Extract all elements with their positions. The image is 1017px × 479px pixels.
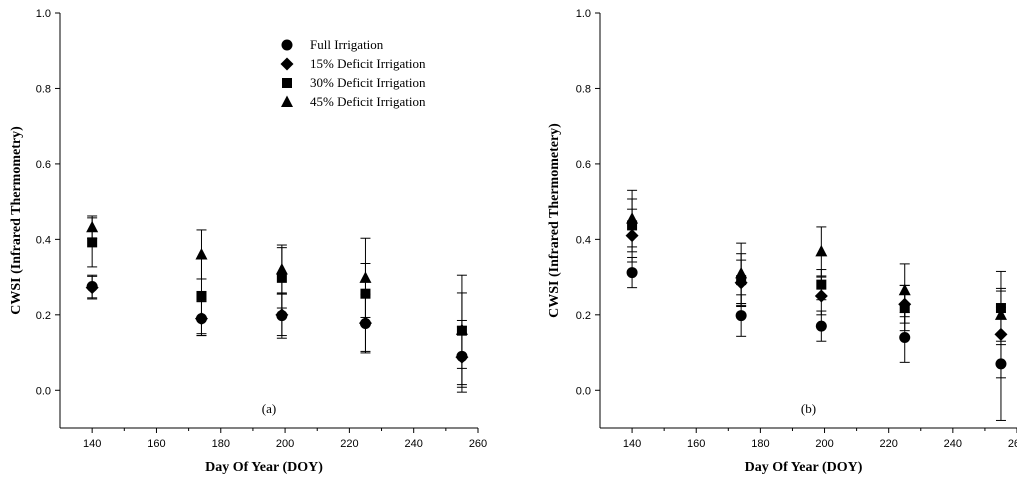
y-tick-label: 0.6 bbox=[576, 159, 591, 171]
y-tick-label: 1.0 bbox=[36, 8, 51, 20]
y-tick-label: 0.0 bbox=[576, 385, 591, 397]
x-tick-label: 220 bbox=[880, 438, 898, 450]
series-square bbox=[627, 198, 1006, 346]
x-axis-title: Day Of Year (DOY) bbox=[205, 460, 323, 475]
x-tick-label: 200 bbox=[276, 438, 294, 450]
x-tick-label: 140 bbox=[623, 438, 641, 450]
y-axis-title: CWSI (Infrared Thermometery) bbox=[547, 123, 562, 318]
legend-label: 30% Deficit Irrigation bbox=[310, 75, 426, 90]
x-tick-label: 240 bbox=[405, 438, 423, 450]
data-point-circle bbox=[899, 331, 911, 343]
y-tick-label: 0.8 bbox=[36, 83, 51, 95]
legend: Full Irrigation 15% Deficit Irrigation 30%… bbox=[280, 37, 426, 109]
x-tick-label: 220 bbox=[340, 438, 358, 450]
legend-marker-square bbox=[282, 78, 292, 88]
data-point-triangle bbox=[455, 323, 468, 335]
series-triangle bbox=[86, 215, 468, 386]
data-point-triangle bbox=[815, 244, 828, 257]
chart-panel-a: 0.0 0.2 0.4 0.6 0.8 1.0 140 160 180 200 220 240 260 D… bbox=[9, 8, 487, 475]
series-diamond bbox=[625, 208, 1008, 379]
legend-marker-circle bbox=[281, 39, 293, 51]
x-tick-label: 260 bbox=[1008, 438, 1017, 450]
data-point-triangle bbox=[275, 263, 288, 275]
y-tick-label: 0.4 bbox=[36, 234, 51, 246]
data-point-triangle bbox=[898, 283, 911, 296]
x-tick-label: 180 bbox=[212, 438, 230, 450]
y-tick-label: 0.2 bbox=[576, 310, 591, 322]
y-tick-label: 0.4 bbox=[576, 234, 591, 246]
y-tick-label: 0.6 bbox=[36, 159, 51, 171]
x-tick-label: 140 bbox=[83, 438, 101, 450]
data-point-circle bbox=[815, 320, 827, 332]
legend-marker-triangle bbox=[281, 95, 293, 107]
y-tick-label: 0.8 bbox=[576, 83, 591, 95]
x-tick-label: 240 bbox=[944, 438, 962, 450]
data-point-triangle bbox=[359, 271, 372, 283]
x-axis-title: Day Of Year (DOY) bbox=[745, 460, 863, 475]
data-point-circle bbox=[626, 267, 638, 279]
x-tick-label: 200 bbox=[815, 438, 833, 450]
y-tick-label: 0.0 bbox=[36, 385, 51, 397]
data-point-circle bbox=[735, 310, 747, 322]
data-point-diamond bbox=[275, 308, 289, 322]
data-point-triangle bbox=[195, 247, 208, 260]
data-point-square bbox=[816, 279, 827, 290]
y-axis-title: CWSI (Infrared Thermometry) bbox=[9, 126, 24, 315]
x-tick-label: 260 bbox=[469, 438, 487, 450]
panel-label: (b) bbox=[801, 401, 816, 416]
data-point-square bbox=[87, 237, 98, 248]
legend-label: 45% Deficit Irrigation bbox=[310, 94, 426, 109]
panel-label: (a) bbox=[262, 401, 276, 416]
legend-marker-diamond bbox=[280, 57, 294, 71]
data-point-triangle bbox=[735, 266, 748, 279]
y-tick-label: 1.0 bbox=[576, 8, 591, 20]
series-triangle bbox=[626, 189, 1007, 342]
x-tick-label: 180 bbox=[751, 438, 769, 450]
data-point-triangle bbox=[86, 220, 99, 233]
data-point-triangle bbox=[626, 212, 639, 224]
y-tick-label: 0.2 bbox=[36, 310, 51, 322]
legend-label: Full Irrigation bbox=[310, 37, 384, 52]
legend-label: 15% Deficit Irrigation bbox=[310, 56, 426, 71]
x-tick-label: 160 bbox=[687, 438, 705, 450]
data-point-square bbox=[196, 290, 207, 301]
x-tick-label: 160 bbox=[147, 438, 165, 450]
data-point-triangle bbox=[994, 308, 1007, 320]
chart-panel-b: 0.0 0.2 0.4 0.6 0.8 1.0 140 160 180 200 220 240 260 D… bbox=[547, 8, 1017, 475]
data-point-diamond bbox=[85, 281, 99, 295]
series-circle bbox=[86, 274, 468, 393]
